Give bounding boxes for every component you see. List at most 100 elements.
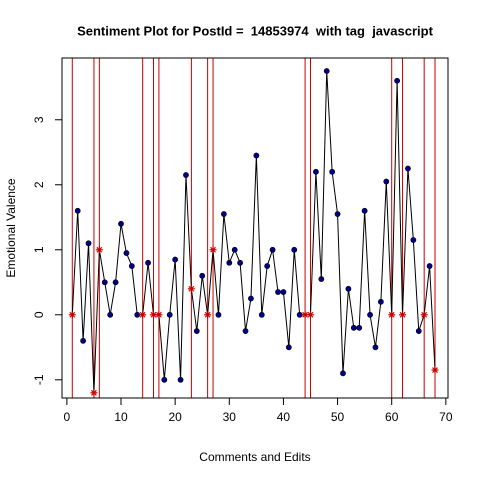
edit-point bbox=[431, 366, 439, 374]
point bbox=[183, 172, 189, 178]
edit-point bbox=[209, 246, 217, 254]
point bbox=[426, 263, 433, 269]
star-stroke bbox=[210, 246, 216, 253]
star-stroke bbox=[399, 311, 406, 318]
star-stroke bbox=[204, 311, 211, 318]
star-stroke bbox=[69, 311, 76, 318]
point bbox=[85, 240, 92, 247]
edit-point bbox=[187, 285, 195, 293]
edit-point bbox=[90, 389, 98, 397]
point bbox=[334, 211, 341, 217]
point bbox=[123, 250, 130, 256]
y-tick-label: 0 bbox=[32, 311, 46, 318]
chart-title: Sentiment Plot for PostId = 14853974 wit… bbox=[77, 23, 433, 38]
edit-point bbox=[420, 311, 428, 319]
point bbox=[345, 285, 352, 292]
x-tick-label: 40 bbox=[277, 410, 291, 424]
point bbox=[80, 337, 87, 344]
y-tick-label: 3 bbox=[32, 116, 46, 123]
x-tick-label: 30 bbox=[223, 410, 237, 424]
point bbox=[296, 311, 303, 318]
point bbox=[237, 259, 244, 266]
star-stroke bbox=[388, 311, 395, 318]
edit-point bbox=[149, 311, 157, 319]
point bbox=[74, 207, 81, 214]
point bbox=[107, 311, 114, 318]
data-line bbox=[71, 70, 436, 393]
point bbox=[226, 259, 233, 266]
star-stroke bbox=[421, 311, 428, 318]
edit-point bbox=[95, 246, 103, 254]
star-stroke bbox=[307, 311, 314, 318]
point bbox=[323, 68, 330, 74]
star-stroke bbox=[150, 311, 157, 318]
star-stroke bbox=[91, 389, 97, 396]
point bbox=[313, 168, 319, 175]
point bbox=[220, 211, 227, 217]
x-tick-label: 70 bbox=[439, 410, 453, 424]
point bbox=[367, 311, 373, 318]
point bbox=[258, 311, 265, 318]
point bbox=[161, 376, 168, 383]
point bbox=[199, 272, 206, 279]
x-tick-label: 10 bbox=[114, 410, 128, 424]
edit-point bbox=[399, 311, 407, 319]
point bbox=[318, 276, 325, 282]
star-stroke bbox=[156, 311, 162, 318]
star-stroke bbox=[96, 246, 103, 253]
point bbox=[340, 370, 346, 377]
point bbox=[177, 376, 184, 383]
star-stroke bbox=[188, 285, 195, 292]
point bbox=[231, 246, 238, 253]
point bbox=[253, 152, 260, 159]
x-tick-label: 60 bbox=[385, 410, 399, 424]
x-axis-label: Comments and Edits bbox=[199, 450, 310, 464]
x-tick-label: 0 bbox=[64, 410, 71, 424]
edit-point bbox=[204, 311, 212, 319]
point bbox=[112, 279, 119, 286]
point bbox=[280, 289, 287, 295]
edit-point bbox=[306, 311, 314, 319]
point bbox=[193, 328, 200, 334]
point bbox=[405, 165, 411, 172]
point bbox=[118, 220, 124, 227]
point bbox=[383, 178, 390, 185]
star-stroke bbox=[139, 311, 146, 318]
point bbox=[242, 328, 249, 334]
y-tick-label: 2 bbox=[32, 181, 46, 188]
star-stroke bbox=[302, 311, 308, 318]
point bbox=[329, 168, 336, 175]
point bbox=[128, 263, 135, 269]
point bbox=[410, 237, 417, 243]
point bbox=[215, 311, 222, 318]
point bbox=[166, 311, 173, 318]
edit-point bbox=[68, 311, 76, 319]
point bbox=[415, 328, 422, 334]
point bbox=[134, 311, 141, 318]
edit-point bbox=[155, 311, 163, 319]
point bbox=[145, 259, 151, 266]
point bbox=[377, 298, 384, 305]
point bbox=[361, 207, 368, 214]
x-tick-label: 50 bbox=[331, 410, 345, 424]
point bbox=[248, 295, 254, 302]
point bbox=[275, 289, 281, 295]
edit-point bbox=[139, 311, 147, 319]
y-tick-label: 1 bbox=[32, 246, 46, 253]
point bbox=[394, 77, 401, 84]
point bbox=[291, 246, 298, 253]
y-axis-label: Emotional Valence bbox=[4, 178, 18, 277]
point bbox=[264, 263, 271, 269]
edit-point bbox=[301, 311, 309, 319]
point bbox=[372, 344, 379, 351]
edit-point bbox=[388, 311, 396, 319]
x-tick-label: 20 bbox=[168, 410, 182, 424]
point bbox=[285, 344, 292, 351]
star-stroke bbox=[432, 367, 438, 373]
y-tick-label: -1 bbox=[32, 374, 46, 385]
point bbox=[101, 279, 108, 286]
point bbox=[269, 246, 276, 253]
